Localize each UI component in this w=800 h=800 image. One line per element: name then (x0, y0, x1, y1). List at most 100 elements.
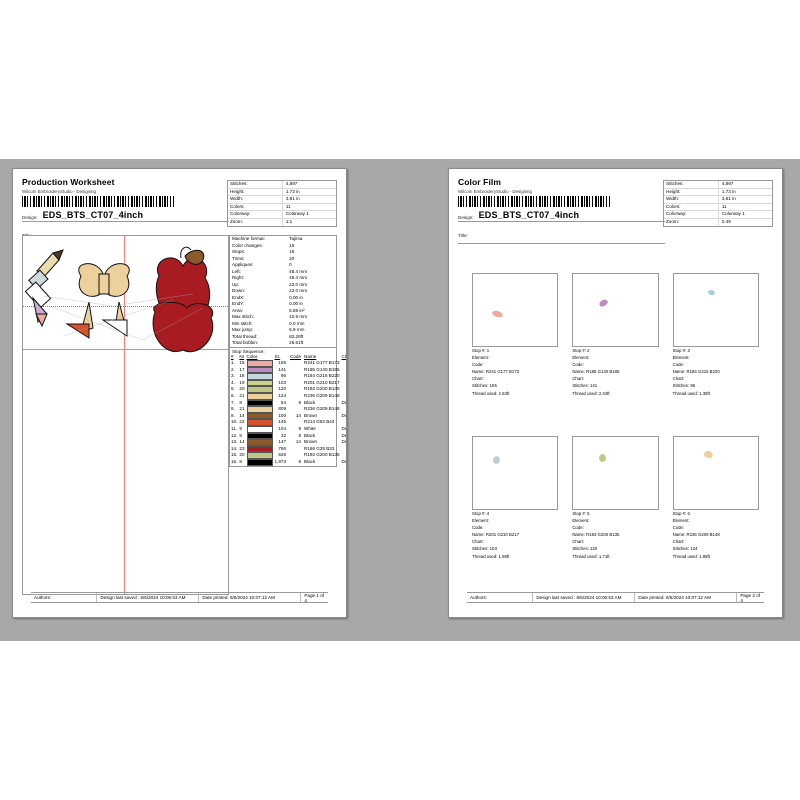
info-row: Color changes: 15 (230, 243, 336, 250)
stat-row: Zoom: 1:1 (228, 218, 336, 226)
cell-code: Code: (572, 525, 584, 531)
seq-color-swatch-cell (246, 386, 274, 393)
stat-value: 4,897 (721, 181, 734, 186)
info-value: 0.00 in (289, 294, 303, 300)
color-film-thumbnail[interactable] (672, 273, 759, 347)
stat-value: 11 (721, 203, 727, 209)
cell-name: Name: R241 G177 B173 (472, 369, 520, 375)
stat-key: Stitches: (664, 181, 719, 188)
footer-last-saved: Design last saved : 6/6/2024 10:06:53 AM (533, 593, 636, 602)
color-film-grid-wrapper: Stop #: 1 Element: Code: Name: R241 G177 B1… (472, 273, 759, 589)
table-row[interactable]: 9.1410014BrownDefault (230, 412, 346, 420)
seq-name: White (304, 425, 316, 431)
seq-col-header: Color (246, 353, 258, 359)
cell-stop: Stop #: 4 (472, 511, 490, 516)
footer-page-number: Page 1 of 4 (304, 592, 325, 603)
stat-row: Width: 3.81 in (228, 196, 336, 204)
table-row[interactable]: 7.8548BlackDefault (230, 399, 346, 407)
seq-stitches: 32 (280, 432, 287, 438)
cell-stitches: Stitches: 124 (672, 546, 698, 552)
color-film-thumbnail[interactable] (472, 436, 559, 510)
footer-last-saved: Design last saved : 6/6/2024 10:06:53 AM (97, 593, 200, 602)
stat-row: Stitches: 4,897 (664, 181, 772, 189)
table-row[interactable]: 11.91049WhiteDefault (230, 425, 346, 433)
color-swatch (246, 419, 273, 426)
stitch-blob (597, 298, 609, 308)
seq-color-swatch-cell (246, 360, 274, 367)
seq-name: Brown (304, 439, 318, 445)
table-row[interactable]: 4. 19 103 R201 G210 B217 (230, 379, 346, 387)
stat-key: Colorway: (228, 211, 283, 218)
table-row[interactable]: 2. 17 141 R185 G140 B195 (230, 366, 346, 374)
design-name: EDS_BTS_CT07_4inch (478, 210, 580, 220)
cell-stitches: Stitches: 141 (572, 383, 598, 389)
color-film-cell[interactable]: Stop #: 6 Element: Code: Name: R236 G209 B1… (672, 436, 759, 589)
page-color-film[interactable]: Color Film Wilcom EmbroideryStudio - Des… (448, 168, 783, 618)
table-row[interactable]: 3. 18 96 R184 G215 B220 (230, 373, 346, 380)
cell-element: Element: (672, 355, 690, 361)
color-swatch (246, 379, 273, 387)
info-value: 22.0 mm (289, 288, 308, 293)
table-row[interactable]: 8. 21 809 R236 G209 B148 (230, 406, 346, 413)
cell-name: Name: R236 G209 B148 (672, 532, 720, 538)
seq-name: R193 G200 B135 (304, 386, 340, 392)
table-row[interactable]: 1. 16 155 R241 G177 B173 (230, 360, 346, 367)
table-row[interactable]: 10. 22 145 R214 G82 B44 (230, 419, 346, 426)
seq-needle: 9 (239, 425, 242, 431)
cell-chart: Chart: (672, 376, 685, 382)
color-film-thumbnail[interactable] (672, 436, 759, 510)
table-row[interactable]: 15. 20 526 R193 G200 B135 (230, 452, 346, 459)
seq-col-header: Nr (239, 353, 245, 359)
seq-color-swatch-cell (246, 439, 274, 446)
stat-key: Colors: (228, 203, 283, 211)
color-film-thumb-wrap (572, 273, 659, 347)
seq-needle: 21 (239, 406, 245, 412)
seq-stitches: 155 (278, 360, 287, 365)
color-film-cell[interactable]: Stop #: 2 Element: Code: Name: R185 G140 B1… (572, 273, 659, 426)
seq-chart: Default (341, 439, 346, 445)
table-row[interactable]: 13.1414714BrownDefault (230, 439, 346, 446)
seq-name: R184 G215 B220 (304, 373, 340, 379)
seq-code: 14 (295, 412, 301, 418)
seq-stitches: 54 (280, 399, 287, 405)
info-value: 82.28ft (289, 333, 304, 339)
cell-thread: Thread used: 1.59ft (472, 553, 510, 559)
table-row[interactable]: 16.81,8738BlackDefault (230, 458, 346, 466)
seq-needle: 19 (239, 379, 245, 385)
color-film-cell[interactable]: Stop #: 3 Element: Code: Name: R184 G215 B2… (672, 273, 759, 426)
table-row[interactable]: 6. 21 124 R236 G209 B148 (230, 392, 346, 400)
seq-code (289, 452, 303, 459)
seq-name: R168 G28 B33 (304, 445, 335, 451)
color-film-cell[interactable]: Stop #: 1 Element: Code: Name: R241 G177 B1… (472, 273, 559, 426)
info-row: Left: 48.4 mm (230, 269, 336, 276)
page1-subtitle: Wilcom EmbroideryStudio - Designing (22, 189, 96, 194)
color-film-thumb-wrap (572, 436, 659, 510)
design-preview-area[interactable] (22, 235, 229, 595)
cell-stop: Stop #: 6 (672, 511, 690, 516)
table-row[interactable]: 5. 20 120 R193 G200 B135 (230, 386, 346, 393)
seq-col-header: # (231, 353, 234, 359)
design-name: EDS_BTS_CT07_4inch (42, 210, 144, 220)
table-row[interactable]: 12.8328BlackDefault (230, 432, 346, 440)
color-film-thumbnail[interactable] (572, 273, 659, 347)
color-film-thumbnail[interactable] (572, 436, 659, 510)
cell-thread: Thread used: 2.34ft (572, 390, 610, 396)
color-film-cell[interactable]: Stop #: 4 Element: Code: Name: R201 G210 B2… (472, 436, 559, 589)
seq-color-swatch-cell (246, 458, 274, 466)
seq-name: Black (304, 458, 316, 464)
info-row: Total bobbin: 26.61ft (230, 340, 336, 347)
info-value: 0.00 in (289, 301, 303, 306)
stat-row: Colorway: Colorway 1 (664, 211, 772, 219)
color-film-thumbnail[interactable] (472, 273, 559, 347)
cell-element: Element: (472, 518, 489, 524)
table-row[interactable]: 14. 23 766 R168 G28 B33 (230, 445, 346, 453)
seq-code (289, 373, 303, 380)
page1-doc-title: Production Worksheet (22, 177, 115, 187)
info-row: Total thread: 82.28ft (230, 334, 336, 341)
color-film-cell[interactable]: Stop #: 5 Element: Code: Name: R193 G200 B1… (572, 436, 659, 589)
stat-key: Height: (664, 188, 719, 196)
page-production-worksheet[interactable]: Production Worksheet Wilcom EmbroiderySt… (12, 168, 347, 618)
seq-index: 15. (231, 452, 238, 458)
seq-index: 14. (231, 445, 238, 451)
